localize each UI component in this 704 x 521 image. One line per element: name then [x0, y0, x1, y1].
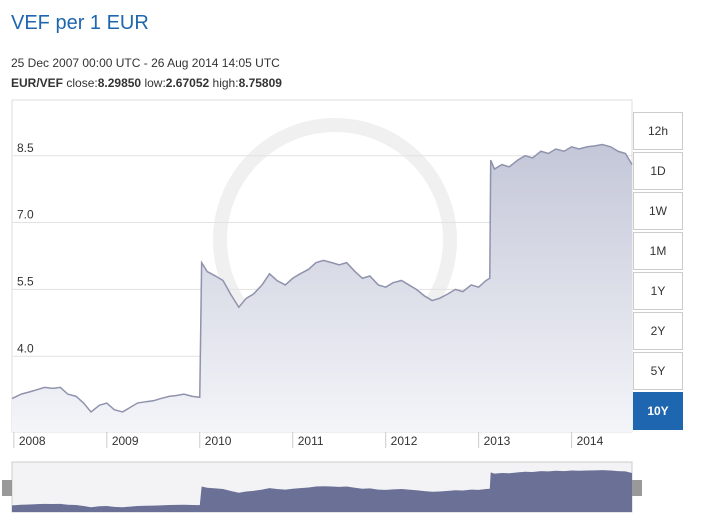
date-range: 25 Dec 2007 00:00 UTC - 26 Aug 2014 14:0…: [11, 56, 280, 70]
range-button[interactable]: 1M: [633, 232, 683, 270]
range-button[interactable]: 1Y: [633, 272, 683, 310]
stat-value: 2.67052: [165, 76, 210, 90]
pair: EUR/VEF: [11, 76, 64, 90]
stats-line: EUR/VEF close:8.29850 low:2.67052 high:8…: [11, 76, 282, 90]
range-button[interactable]: 12h: [633, 112, 683, 150]
x-tick-label: 2008: [19, 434, 46, 448]
stat-label: low:: [144, 76, 166, 90]
y-tick-label: 4.0: [17, 341, 34, 355]
y-tick-label: 7.0: [17, 208, 34, 222]
x-tick-label: 2012: [391, 434, 418, 448]
x-tick-label: 2014: [577, 434, 604, 448]
x-tick-label: 2011: [298, 434, 324, 448]
range-button[interactable]: 2Y: [633, 312, 683, 350]
range-button[interactable]: 5Y: [633, 352, 683, 390]
stat-value: 8.75809: [238, 76, 282, 90]
x-tick-label: 2013: [484, 434, 511, 448]
navigator-area: [12, 470, 632, 512]
stat-label: close:: [66, 76, 98, 90]
x-tick-label: 2010: [205, 434, 232, 448]
nav-right[interactable]: [632, 480, 642, 496]
range-button[interactable]: 1D: [633, 152, 683, 190]
chart-title: VEF per 1 EUR: [11, 12, 149, 34]
range-button[interactable]: 10Y: [633, 392, 683, 430]
stat-label: high:: [212, 76, 239, 90]
x-tick-label: 2009: [112, 434, 139, 448]
stat-value: 8.29850: [97, 76, 142, 90]
nav-left[interactable]: [2, 480, 12, 496]
area: [12, 144, 632, 432]
range-button[interactable]: 1W: [633, 192, 683, 230]
y-tick-label: 5.5: [17, 275, 34, 289]
y-tick-label: 8.5: [17, 141, 34, 155]
line: [11, 143, 633, 413]
